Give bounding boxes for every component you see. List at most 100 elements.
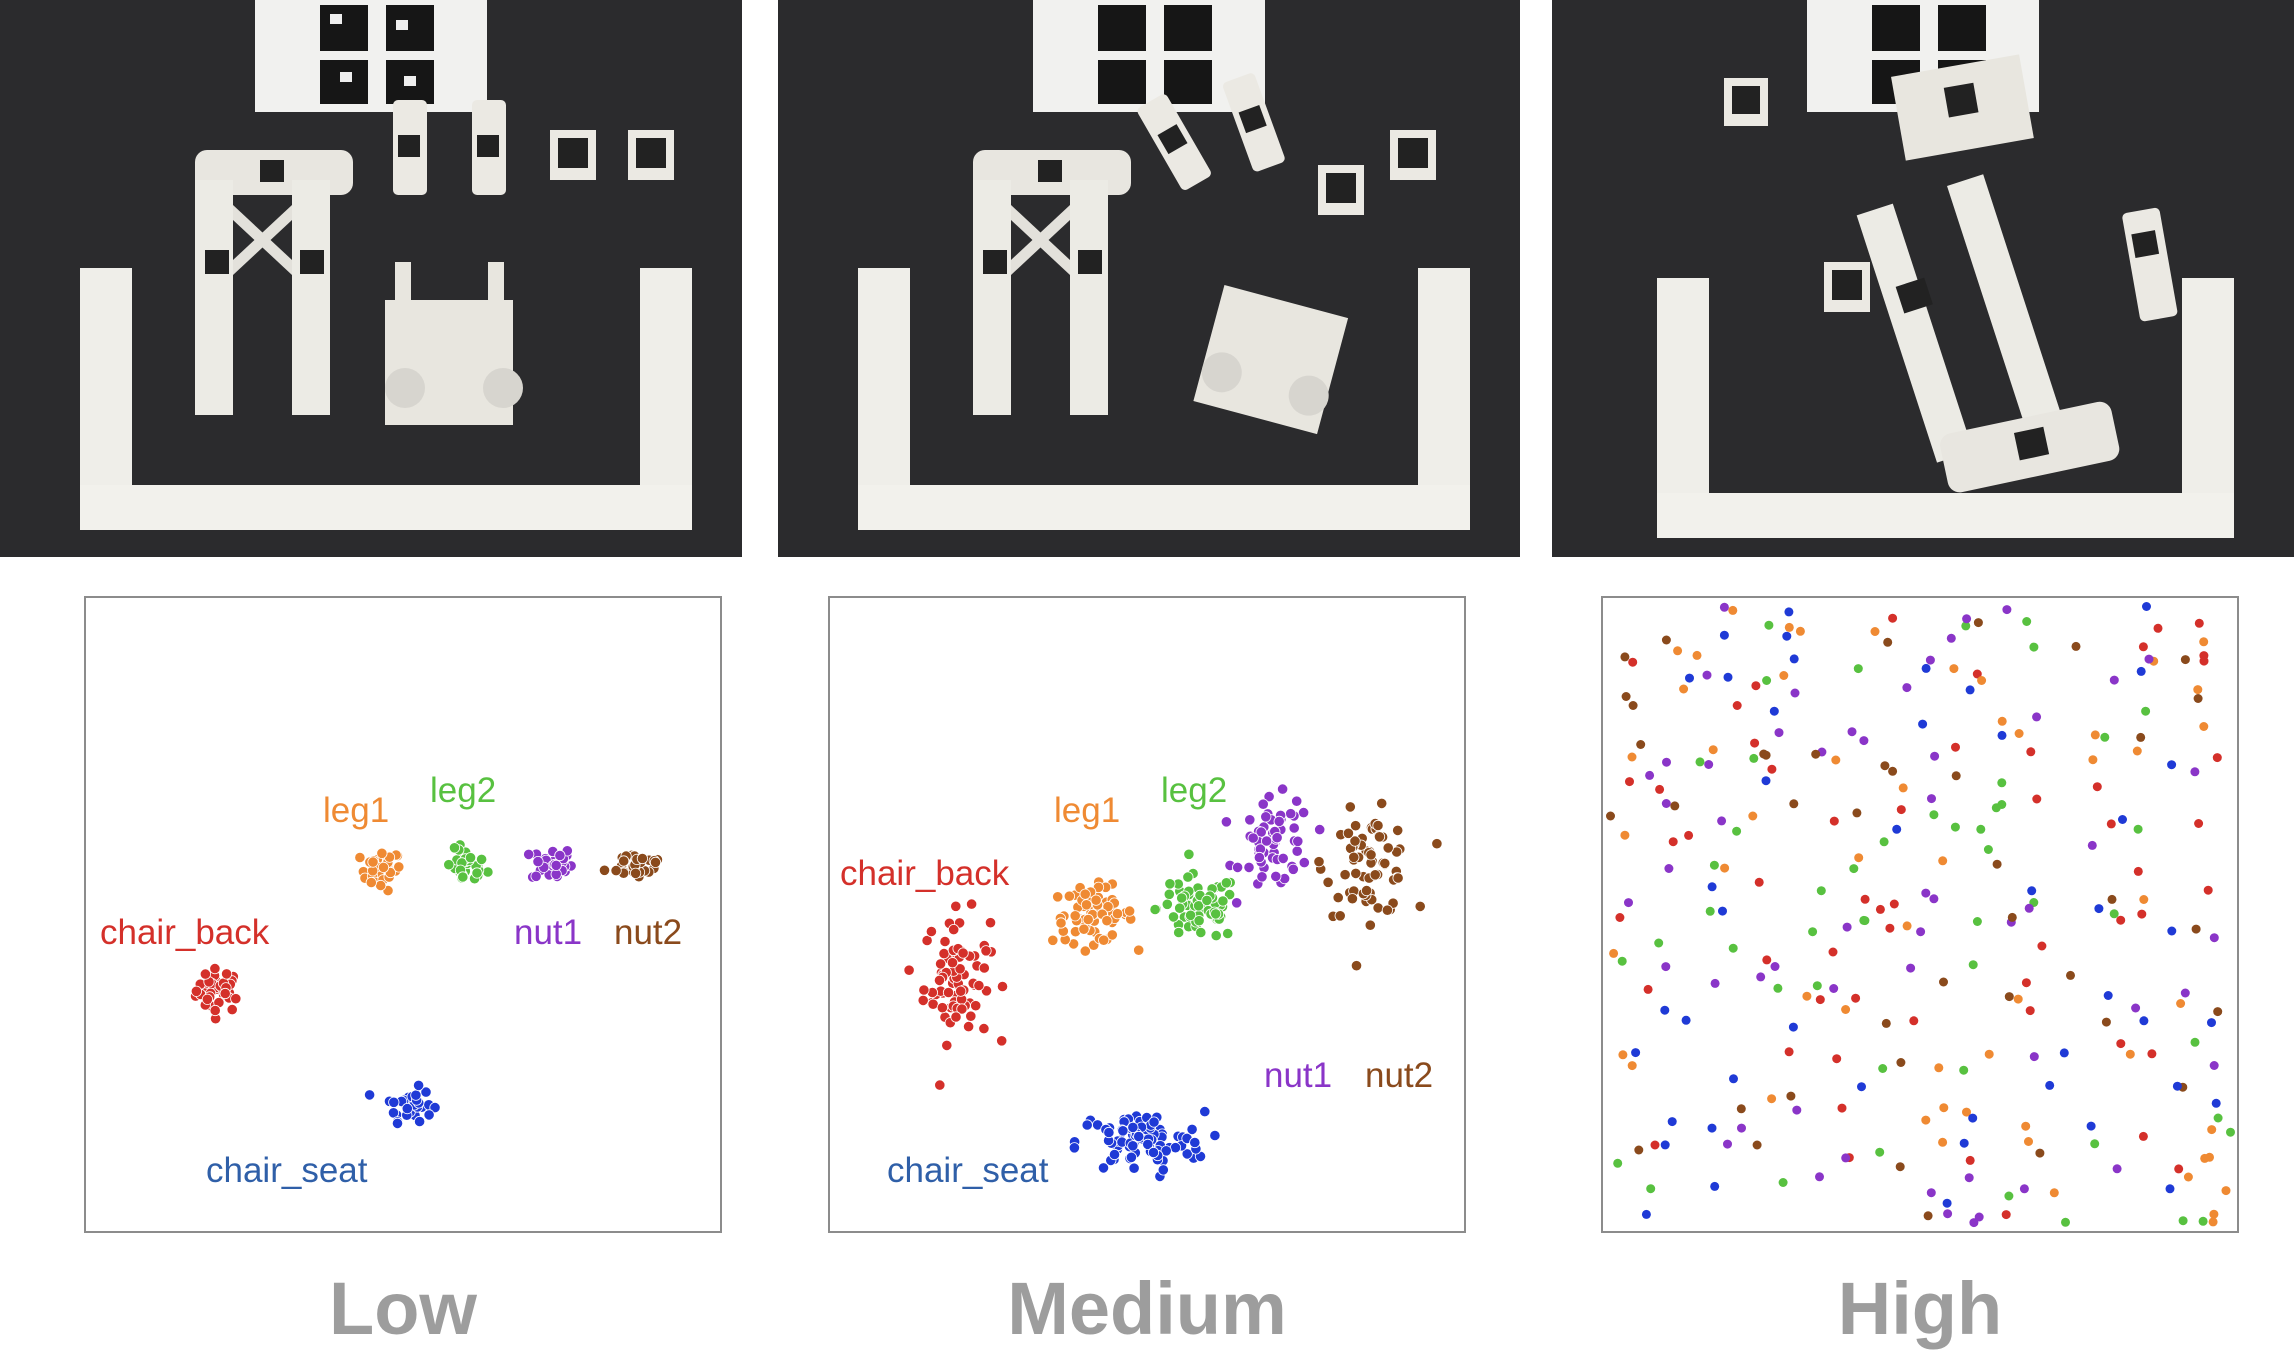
point-leg1: [1679, 684, 1689, 694]
point-leg2: [1878, 1064, 1888, 1073]
scene-medium: [778, 0, 1520, 557]
point-nut1: [1927, 794, 1936, 804]
point-chair-back: [966, 898, 978, 910]
point-leg2: [1654, 938, 1664, 948]
point-leg1: [1939, 1103, 1949, 1113]
point-nut2: [1923, 1211, 1933, 1221]
point-chair-back: [1885, 923, 1895, 933]
point-nut2: [1350, 867, 1362, 879]
point-nut1: [550, 859, 562, 871]
point-nut1: [1946, 633, 1956, 643]
point-nut1: [1710, 978, 1720, 988]
point-leg2: [1875, 1147, 1885, 1157]
point-chair-back: [1875, 904, 1885, 914]
point-leg2: [1983, 845, 1993, 854]
point-nut1: [1925, 655, 1935, 665]
point-chair-seat: [2172, 1081, 2182, 1091]
point-chair-seat: [1147, 1146, 1160, 1159]
point-leg2: [1167, 911, 1180, 923]
point-chair-seat: [1857, 1082, 1866, 1092]
point-leg2: [1210, 929, 1222, 942]
point-leg2: [1812, 981, 1822, 991]
point-nut2: [1313, 856, 1325, 868]
point-chair-back: [950, 900, 962, 912]
point-chair-back: [2133, 866, 2143, 876]
point-chair-seat: [1108, 1148, 1121, 1161]
point-chair-seat: [1968, 1113, 1978, 1123]
point-nut2: [649, 856, 662, 868]
point-nut2: [1620, 652, 1630, 662]
point-chair-back: [1965, 1155, 1975, 1165]
point-leg1: [393, 861, 405, 873]
point-chair-seat: [1631, 1048, 1641, 1058]
point-nut1: [2087, 840, 2097, 850]
point-chair-back: [965, 1010, 977, 1022]
point-chair-seat: [1128, 1162, 1140, 1174]
point-nut2: [1350, 960, 1363, 972]
point-chair-back: [1754, 877, 1764, 887]
point-leg1: [1106, 929, 1118, 941]
point-leg1: [1123, 905, 1136, 917]
point-nut2: [1786, 1091, 1796, 1101]
point-leg1: [2208, 1217, 2218, 1227]
point-leg2: [2141, 706, 2151, 716]
point-leg1: [1627, 752, 1637, 762]
point-leg1: [1101, 915, 1113, 927]
point-leg1: [2221, 1186, 2231, 1196]
point-leg1: [1784, 622, 1794, 632]
point-leg2: [1997, 778, 2007, 788]
point-chair-seat: [2167, 760, 2177, 770]
point-leg2: [1182, 871, 1194, 883]
point-nut2: [1811, 749, 1821, 759]
point-leg2: [2226, 1127, 2235, 1137]
point-chair-back: [980, 945, 992, 957]
point-chair-seat: [1707, 882, 1717, 892]
point-nut1: [1774, 728, 1784, 738]
point-nut1: [1756, 972, 1766, 982]
point-leg1: [1831, 755, 1841, 765]
point-chair-back: [2116, 1039, 2126, 1049]
point-chair-seat: [1081, 1119, 1093, 1131]
point-nut2: [2071, 641, 2081, 651]
point-nut1: [1841, 1153, 1851, 1163]
point-chair-back: [2212, 753, 2222, 763]
point-leg1: [1841, 1005, 1851, 1014]
point-leg1: [1692, 650, 1702, 660]
point-leg2: [2061, 1217, 2070, 1227]
point-nut1: [1297, 807, 1310, 819]
point-chair-seat: [1660, 1140, 1670, 1150]
point-chair-seat: [2211, 1098, 2221, 1108]
label-chair-back: chair_back: [100, 913, 270, 952]
point-nut2: [2066, 970, 2075, 980]
point-leg1: [354, 851, 366, 864]
point-chair-seat: [1199, 1105, 1211, 1118]
point-chair-seat: [1117, 1125, 1129, 1137]
scatter-plot-medium: chair_back leg1 leg2 nut1 nut2 chair_sea…: [840, 771, 1443, 1190]
point-chair-back: [927, 998, 939, 1010]
point-leg1: [1673, 646, 1683, 656]
point-nut1: [1719, 602, 1729, 612]
point-leg1: [2090, 730, 2100, 740]
point-chair-back: [1972, 669, 1982, 679]
point-nut2: [1628, 701, 1638, 710]
photo-high: [1552, 0, 2294, 557]
point-chair-back: [955, 985, 967, 997]
point-chair-back: [1888, 613, 1898, 623]
point-nut2: [2180, 655, 2190, 665]
point-chair-seat: [388, 1096, 400, 1108]
point-chair-seat: [1142, 1138, 1154, 1151]
point-leg1: [1720, 863, 1730, 873]
point-chair-back: [2174, 1164, 2184, 1174]
point-leg2: [2100, 732, 2110, 742]
point-nut1: [1253, 851, 1265, 864]
point-nut1: [1273, 815, 1285, 827]
point-nut2: [1759, 749, 1769, 759]
point-leg1: [1802, 991, 1812, 1001]
point-leg2: [1613, 1158, 1623, 1168]
point-chair-seat: [1918, 719, 1928, 729]
point-nut1: [1815, 1172, 1824, 1182]
point-chair-back: [1909, 1016, 1919, 1026]
point-chair-back: [917, 994, 929, 1006]
point-chair-back: [1889, 899, 1899, 909]
point-nut2: [1360, 884, 1373, 897]
